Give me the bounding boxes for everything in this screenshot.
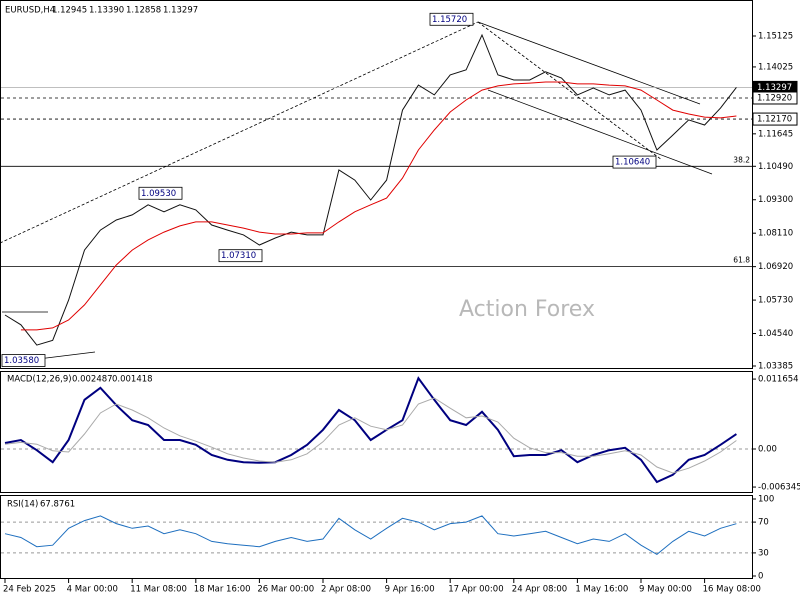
x-tick-label: 16 May 08:00 (703, 585, 761, 595)
quote-value: 1.13390 (89, 6, 124, 16)
price-box-label: 1.12920 (757, 93, 792, 103)
x-tick-label: 26 Mar 00:00 (257, 585, 314, 595)
x-tick-label: 9 Apr 16:00 (385, 585, 435, 595)
x-tick-label: 24 Feb 2025 (3, 585, 56, 595)
price-annotation: 1.10640 (615, 158, 650, 168)
macd-panel (0, 371, 753, 493)
price-annotation-box (138, 186, 183, 200)
y-tick-label: 1.03385 (758, 362, 793, 372)
channel-line (487, 89, 713, 175)
x-tick-label: 9 May 00:00 (639, 585, 692, 595)
macd-value: 0.002487 (72, 375, 113, 385)
x-tick-label: 24 Apr 08:00 (512, 585, 567, 595)
y-tick-label: 0 (758, 571, 763, 581)
price-box (752, 112, 798, 126)
price-box-label: 1.13297 (757, 83, 792, 93)
series-line (20, 81, 737, 331)
trend-line (0, 21, 479, 244)
y-tick-label: 1.04540 (758, 329, 793, 339)
price-annotation: 1.15720 (432, 15, 467, 25)
y-tick-label: 1.14025 (758, 62, 793, 72)
y-tick-label: 1.06920 (758, 262, 793, 272)
price-annotation-box (612, 155, 657, 169)
chart-title: EURUSD,H4 (5, 6, 55, 16)
price-annotation-box (1, 354, 46, 367)
quote-value: 1.12945 (52, 6, 87, 16)
y-tick-label: 1.09300 (758, 195, 793, 205)
price-annotation-box (218, 249, 263, 263)
series-line (4, 33, 737, 346)
y-tick-label: -0.006345 (758, 483, 800, 493)
price-annotation: 1.09530 (141, 189, 176, 199)
rsi-panel (0, 495, 753, 579)
main-panel (0, 0, 753, 369)
watermark: Action Forex (459, 297, 595, 322)
series-line (4, 397, 737, 474)
x-tick-label: 17 Apr 00:00 (448, 585, 503, 595)
macd-signal-value: 0.001418 (112, 375, 153, 385)
y-tick-label: 1.05730 (758, 296, 793, 306)
y-tick-label: 1.15125 (758, 32, 793, 42)
rsi-title: RSI(14) (7, 500, 38, 510)
y-tick-label: 70 (758, 518, 769, 528)
price-annotation: 1.07310 (221, 251, 256, 261)
x-tick-label: 18 Mar 16:00 (194, 585, 251, 595)
y-tick-label: 1.11645 (758, 129, 793, 139)
y-tick-label: 1.08110 (758, 229, 793, 239)
quote-value: 1.13297 (163, 6, 198, 16)
fib-label: 38.2 (733, 155, 750, 164)
x-tick-label: 11 Mar 08:00 (130, 585, 187, 595)
y-tick-label: 1.10490 (758, 162, 793, 172)
y-tick-label: 100 (758, 495, 774, 505)
x-tick-label: 4 Mar 00:00 (67, 585, 118, 595)
quote-value: 1.12858 (126, 6, 161, 16)
trend-line (477, 21, 663, 161)
y-tick-label: 30 (758, 548, 769, 558)
price-annotation-box (429, 12, 474, 26)
price-box-label: 1.12170 (757, 115, 792, 125)
series-line (4, 376, 737, 484)
x-tick-label: 2 Apr 08:00 (321, 585, 371, 595)
channel-line (477, 21, 701, 105)
macd-title: MACD(12,26,9) (7, 375, 72, 385)
price-box (752, 91, 798, 105)
y-tick-label: 0.011654 (758, 375, 799, 385)
y-tick-label: 0.00 (758, 444, 777, 454)
rsi-value: 67.8761 (40, 500, 75, 510)
fib-label: 61.8 (733, 256, 750, 265)
series-line (4, 515, 737, 556)
x-tick-label: 1 May 16:00 (575, 585, 628, 595)
price-annotation: 1.03580 (4, 356, 39, 366)
